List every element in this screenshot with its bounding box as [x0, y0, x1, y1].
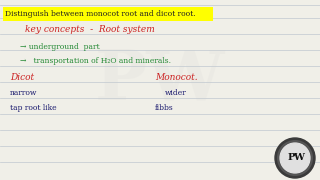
Text: key concepts  -  Root system: key concepts - Root system	[25, 26, 155, 35]
Text: narrow: narrow	[10, 89, 37, 97]
Text: →   transportation of H₂O and minerals.: → transportation of H₂O and minerals.	[20, 57, 171, 65]
Text: tap root like: tap root like	[10, 104, 57, 112]
Text: PW: PW	[95, 46, 225, 114]
Text: wider: wider	[165, 89, 187, 97]
Text: P: P	[287, 152, 295, 161]
Bar	[3, 7, 213, 21]
Text: Distinguish between monocot root and dicot root.: Distinguish between monocot root and dic…	[5, 10, 196, 18]
Text: → underground  part: → underground part	[20, 43, 100, 51]
Circle shape	[275, 138, 315, 178]
Text: fibbs: fibbs	[155, 104, 174, 112]
Text: Monocot.: Monocot.	[155, 73, 198, 82]
Text: Dicot: Dicot	[10, 73, 34, 82]
Text: W: W	[293, 152, 305, 161]
Circle shape	[280, 143, 310, 173]
